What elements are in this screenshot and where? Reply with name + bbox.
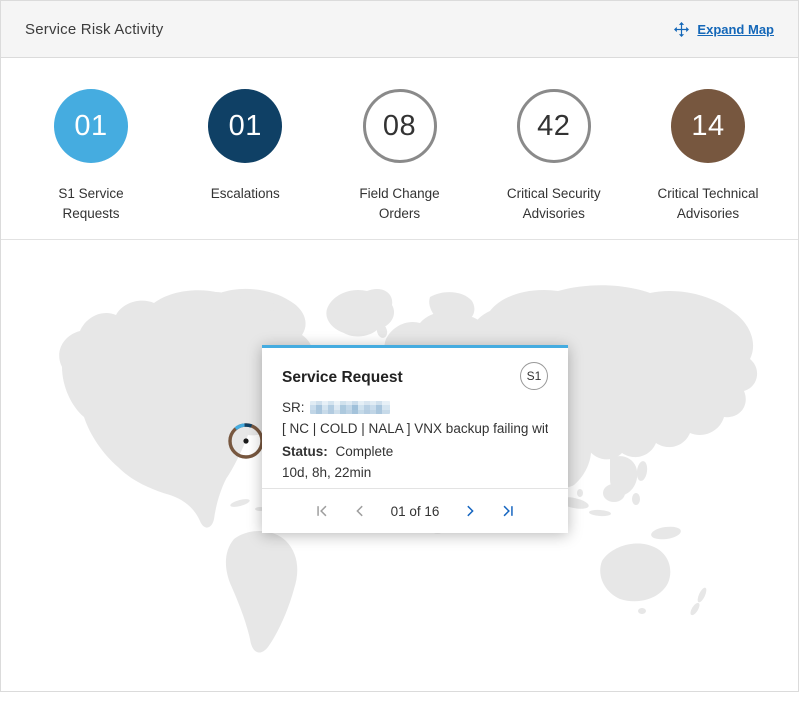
stat-value: 14 [691, 109, 725, 142]
last-page-button[interactable] [493, 498, 523, 524]
stat-label: Field Change Orders [359, 186, 440, 222]
stat-label: Critical Security Advisories [506, 186, 601, 222]
sr-label: SR: [282, 400, 305, 415]
previous-page-button[interactable] [345, 498, 375, 524]
stat-label: Critical Technical Advisories [657, 186, 759, 222]
duration-value: 10d, 8h, 22min [282, 465, 372, 480]
stat-label: Escalations [210, 186, 280, 201]
status-value: Complete [335, 444, 394, 459]
stat-field-change-orders: 08 Field Change Orders [324, 58, 476, 239]
stat-value: 01 [74, 109, 108, 142]
panel-header: Service Risk Activity Expand Map [1, 1, 798, 58]
marker-dot [243, 438, 249, 444]
sr-description: [ NC | COLD | NALA ] VNX backup failing … [282, 421, 548, 436]
stat-s1-service-requests: 01 S1 Service Requests [15, 58, 167, 239]
stat-circle-4[interactable]: 14 [671, 89, 745, 163]
stat-value: 01 [228, 109, 262, 142]
page-title: Service Risk Activity [25, 20, 164, 38]
stats-row: 01 S1 Service Requests 01 Escalations 08… [1, 58, 798, 240]
page-indicator: 01 of 16 [390, 503, 440, 519]
stat-circle-0[interactable]: 01 [54, 89, 128, 163]
stat-circle-2[interactable]: 08 [362, 89, 437, 163]
first-page-button[interactable] [307, 498, 337, 524]
move-icon [674, 21, 690, 37]
stat-value: 42 [537, 109, 571, 142]
severity-badge: S1 [520, 362, 548, 390]
stat-circle-3[interactable]: 42 [516, 89, 591, 163]
service-request-popup: Service Request S1 SR: [ NC | COLD | NAL… [262, 345, 568, 533]
stat-critical-security-advisories: 42 Critical Security Advisories [478, 58, 630, 239]
stat-label: S1 Service Requests [58, 186, 124, 222]
stat-critical-technical-advisories: 14 Critical Technical Advisories [632, 58, 784, 239]
expand-map-link[interactable]: Expand Map [674, 21, 774, 37]
popup-pagination: 01 of 16 [262, 488, 568, 533]
stat-escalations: 01 Escalations [169, 58, 321, 239]
next-page-button[interactable] [455, 498, 485, 524]
stat-circle-1[interactable]: 01 [208, 89, 283, 163]
expand-map-label: Expand Map [697, 21, 774, 37]
popup-title: Service Request [282, 369, 403, 386]
sr-value-redacted [309, 401, 390, 414]
status-label: Status: [282, 444, 328, 459]
stat-value: 08 [382, 109, 417, 142]
